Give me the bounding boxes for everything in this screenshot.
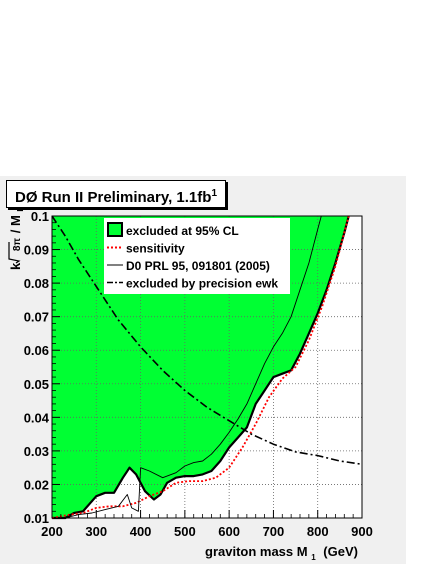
y-axis-label-num: 8π <box>12 238 23 252</box>
y-tick-label: 0.07 <box>24 310 49 325</box>
series-layer <box>51 215 363 520</box>
y-axis-label: k 8π / M Pl <box>8 204 25 270</box>
x-axis-label-main: graviton mass M <box>205 544 308 559</box>
legend-label-3: D0 PRL 95, 091801 (2005) <box>126 259 270 273</box>
y-tick-label: 0.01 <box>24 511 49 526</box>
legend: excluded at 95% CL sensitivity D0 PRL 95, … <box>104 218 290 294</box>
x-tick-label: 300 <box>85 524 107 539</box>
legend-label-4: excluded by precision ewk <box>126 277 278 291</box>
plot-frame <box>51 215 363 519</box>
sqrt-sign-icon <box>8 242 21 264</box>
prl-2005-line <box>65 215 322 519</box>
y-tick-label: 0.02 <box>24 477 49 492</box>
grid-layer <box>52 216 362 518</box>
chart-title-sup: 1 <box>211 188 217 199</box>
x-tick-label: 500 <box>174 524 196 539</box>
legend-label-2: sensitivity <box>126 242 185 256</box>
x-tick-label: 900 <box>351 524 373 539</box>
precision-ewk-line <box>51 215 363 466</box>
x-axis-label-sub: 1 <box>311 553 316 562</box>
x-axis-label: graviton mass M 1 (GeV) <box>205 544 358 563</box>
legend-box <box>104 218 290 294</box>
y-tick-label: 0.1 <box>31 209 49 224</box>
y-tick-label: 0.06 <box>24 343 49 358</box>
legend-symbol-1 <box>107 222 123 237</box>
x-tick-label: 600 <box>218 524 240 539</box>
y-axis-label-slash: / <box>8 229 23 233</box>
y-axis-label-den: M <box>8 215 23 226</box>
chart-title: DØ Run II Preliminary, 1.1fb1 <box>6 180 226 208</box>
x-tick-label: 400 <box>130 524 152 539</box>
y-tick-label: 0.04 <box>24 410 50 425</box>
x-tick-label: 700 <box>263 524 285 539</box>
y-axis-label-k: k <box>8 262 23 270</box>
sensitivity-line <box>51 215 350 519</box>
y-tick-label: 0.08 <box>24 276 49 291</box>
plot-frame-layer: 200 300 400 500 600 700 800 900 0.01 0.02 0.03 0.04… <box>24 209 373 539</box>
chart-title-text: DØ Run II Preliminary, 1.1fb <box>15 189 212 206</box>
x-tick-label: 800 <box>307 524 329 539</box>
y-tick-label: 0.05 <box>24 377 49 392</box>
x-axis-label-unit: (GeV) <box>323 544 358 559</box>
x-tick-label: 200 <box>41 524 63 539</box>
limit-line <box>52 215 350 520</box>
legend-label-1: excluded at 95% CL <box>126 224 239 238</box>
y-tick-label: 0.09 <box>24 243 49 258</box>
y-tick-label: 0.03 <box>24 444 49 459</box>
